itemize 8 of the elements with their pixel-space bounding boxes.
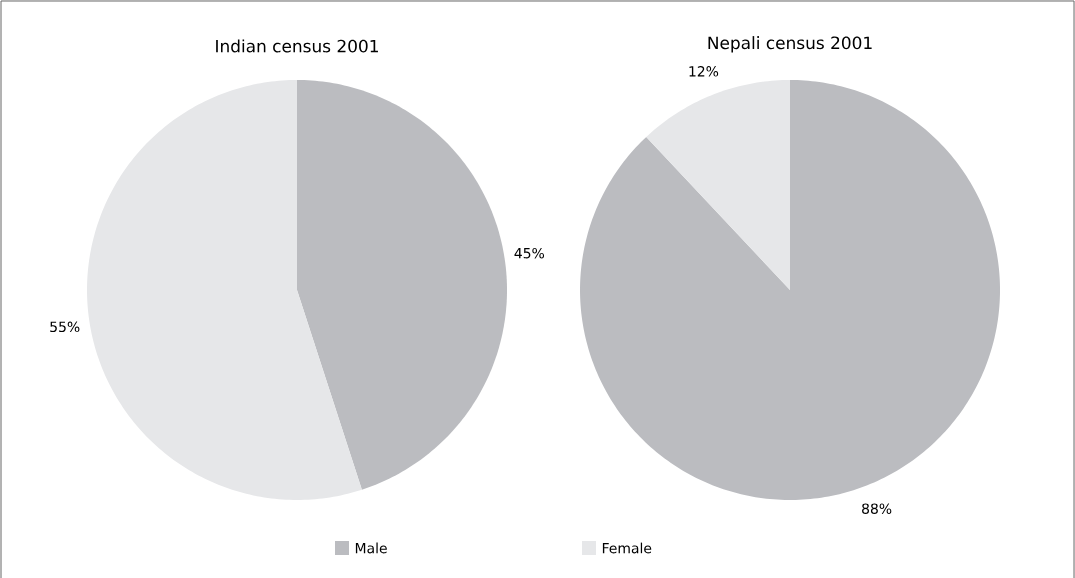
data-label: 88% [862, 503, 892, 514]
chart-title: Indian census 2001 [216, 39, 378, 53]
legend-label: Female [602, 542, 652, 554]
data-label: 45% [514, 247, 545, 259]
chart-title: Nepali census 2001 [708, 36, 872, 53]
data-label: 12% [689, 66, 719, 77]
legend-label: Male [355, 542, 387, 554]
data-label: 55% [50, 321, 80, 333]
